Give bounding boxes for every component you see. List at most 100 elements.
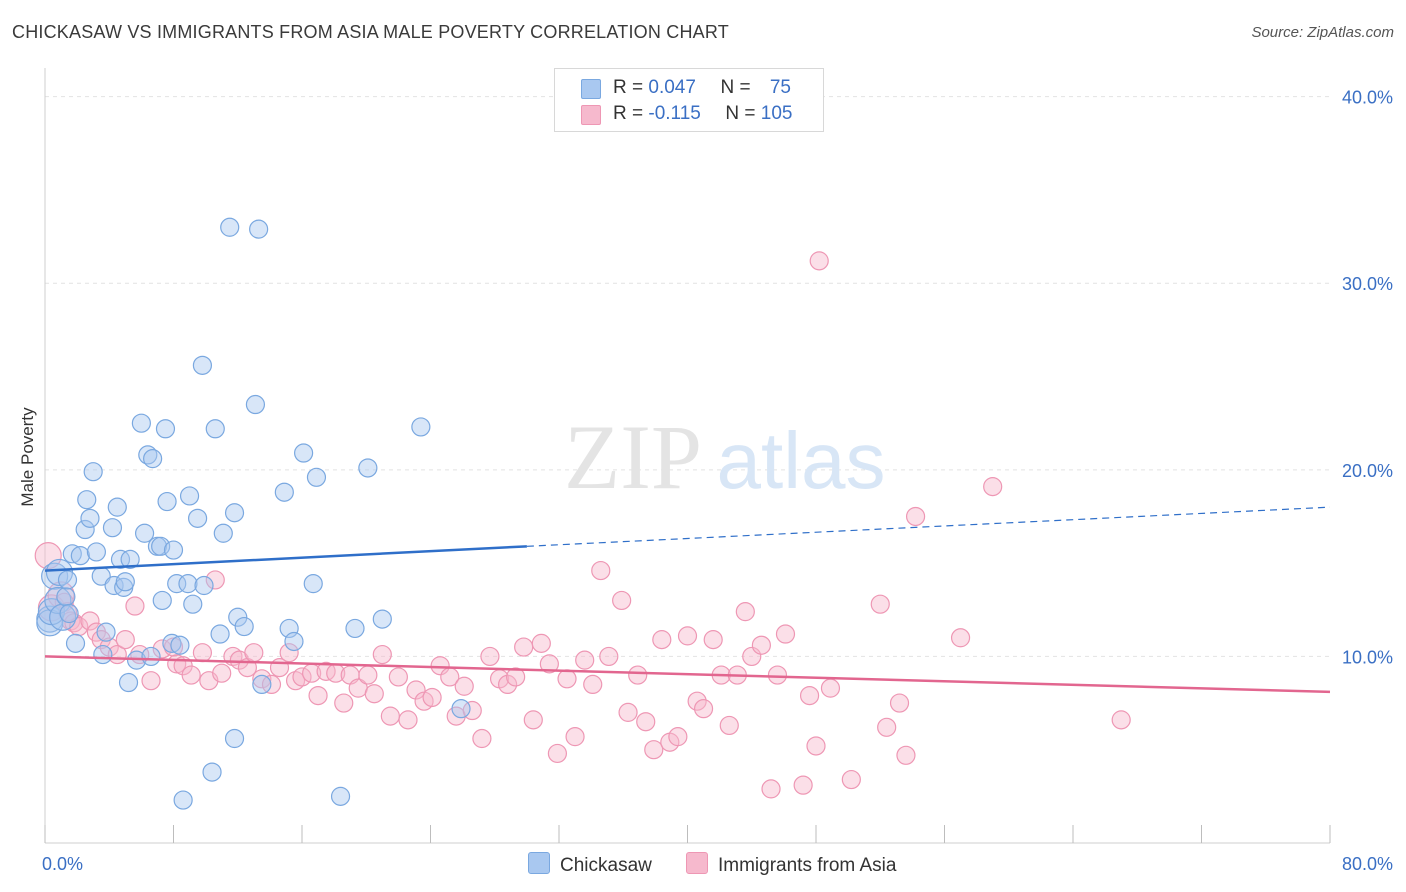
asia-point	[612, 590, 632, 611]
asia-point	[735, 602, 755, 622]
asia-point	[334, 693, 354, 713]
correlation-legend: R = 0.047 N = 75 R = -0.115 N = 105	[554, 68, 824, 132]
bottom-legend-asia: Immigrants from Asia	[686, 852, 896, 877]
asia-point	[644, 740, 664, 760]
asia-point	[531, 633, 551, 653]
bottom-legend-label: Immigrants from Asia	[718, 855, 897, 876]
asia-point	[292, 667, 312, 687]
tick-labels: 10.0% 20.0% 30.0% 40.0% 0.0% 80.0%	[42, 88, 1393, 874]
chickasaw-point	[245, 394, 266, 415]
chickasaw-point	[294, 443, 314, 463]
chickasaw-point	[358, 458, 378, 478]
asia-point	[316, 661, 336, 681]
asia-point	[950, 628, 971, 648]
chickasaw-point	[187, 508, 208, 528]
chickasaw-point	[152, 590, 172, 611]
asia-point	[775, 624, 796, 644]
chickasaw-point	[234, 616, 254, 637]
y-tick-label: 30.0%	[1342, 274, 1393, 294]
asia-point	[877, 717, 897, 737]
asia-point	[547, 743, 567, 764]
chickasaw-point	[178, 574, 198, 594]
chickasaw-point	[57, 570, 78, 590]
legend-r-value: -0.115	[648, 103, 701, 124]
chickasaw-swatch	[581, 79, 601, 99]
chickasaw-point	[93, 644, 113, 665]
asia-point	[398, 710, 418, 730]
asia-point	[983, 477, 1003, 497]
chickasaw-point	[77, 490, 97, 510]
legend-n-value: 75	[769, 77, 791, 98]
legend-r-value: 0.047	[648, 77, 696, 98]
chickasaw-point	[59, 603, 79, 624]
x-tick-label: 80.0%	[1342, 854, 1393, 874]
chickasaw-point	[118, 672, 139, 693]
asia-point	[557, 669, 577, 689]
asia-point	[668, 727, 688, 747]
chickasaw-point	[330, 786, 351, 806]
asia-point	[308, 685, 328, 706]
asia-point	[905, 506, 926, 527]
chickasaw-point	[143, 449, 163, 469]
y-tick-label: 40.0%	[1342, 88, 1393, 108]
asia-point	[364, 684, 384, 704]
asia-point	[252, 669, 272, 689]
chickasaw-trend-line	[44, 545, 527, 572]
chickasaw-point	[411, 417, 431, 437]
chickasaw-swatch	[528, 852, 550, 874]
asia-point	[388, 667, 408, 687]
chickasaw-point	[451, 699, 471, 719]
asia-point	[767, 665, 788, 685]
chickasaw-point	[157, 491, 177, 512]
asia-point	[115, 630, 135, 650]
asia-point	[618, 702, 638, 722]
asia-point	[358, 665, 378, 685]
chickasaw-point	[104, 575, 124, 596]
chickasaw-point	[107, 497, 127, 517]
chickasaw-point	[210, 624, 230, 644]
chickasaw-point	[170, 635, 190, 655]
asia-point	[212, 663, 232, 683]
asia-point	[719, 715, 739, 736]
chickasaw-point	[345, 618, 365, 639]
asia-point	[896, 745, 916, 765]
asia-point	[575, 650, 595, 670]
asia-point	[80, 611, 100, 631]
chickasaw-point	[120, 549, 140, 569]
trend-lines	[44, 506, 1331, 694]
asia-point	[889, 693, 910, 713]
asia-point	[652, 630, 672, 650]
asia-point	[806, 736, 826, 756]
asia-point	[539, 654, 559, 674]
chickasaw-point	[252, 674, 272, 695]
chickasaw-point	[167, 574, 187, 594]
asia-point	[636, 712, 656, 732]
y-tick-label: 20.0%	[1342, 461, 1393, 481]
chickasaw-point	[151, 536, 171, 556]
asia-point	[480, 646, 500, 667]
asia-trend-line	[44, 655, 1331, 694]
chickasaw-point	[303, 574, 323, 594]
chickasaw-point	[65, 633, 86, 653]
legend-r-label: R =	[613, 77, 649, 98]
chickasaw-point	[274, 482, 294, 502]
asia-point	[599, 646, 619, 667]
asia-point	[34, 542, 62, 570]
asia-point	[261, 674, 282, 695]
asia-point	[406, 680, 426, 700]
chickasaw-point	[192, 355, 213, 375]
asia-point	[799, 685, 820, 706]
asia-point	[506, 667, 526, 687]
asia-point	[870, 594, 890, 614]
chickasaw-point	[131, 413, 151, 433]
asia-point	[751, 635, 771, 655]
y-axis-label: Male Poverty	[18, 407, 37, 507]
asia-point	[422, 687, 442, 708]
asia-point	[472, 728, 492, 749]
asia-point	[841, 769, 861, 790]
chickasaw-point	[134, 523, 155, 543]
asia-point	[205, 570, 225, 590]
chickasaw-point	[110, 549, 131, 569]
asia-point	[591, 560, 611, 581]
